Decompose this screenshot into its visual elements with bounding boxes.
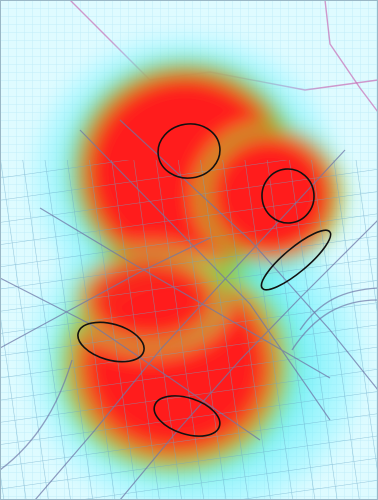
annotation-ellipses [77, 123, 332, 437]
road-curves [0, 287, 378, 471]
road-purple-right [324, 0, 378, 113]
annotation-ellipse-3 [260, 229, 332, 291]
annotation-ellipse-2 [261, 168, 315, 224]
diagonal-streets [0, 119, 378, 500]
annotation-ellipse-1 [157, 123, 221, 179]
street-grid [0, 160, 378, 500]
annotation-ellipse-4 [77, 321, 145, 363]
annotation-ellipse-5 [153, 395, 221, 437]
